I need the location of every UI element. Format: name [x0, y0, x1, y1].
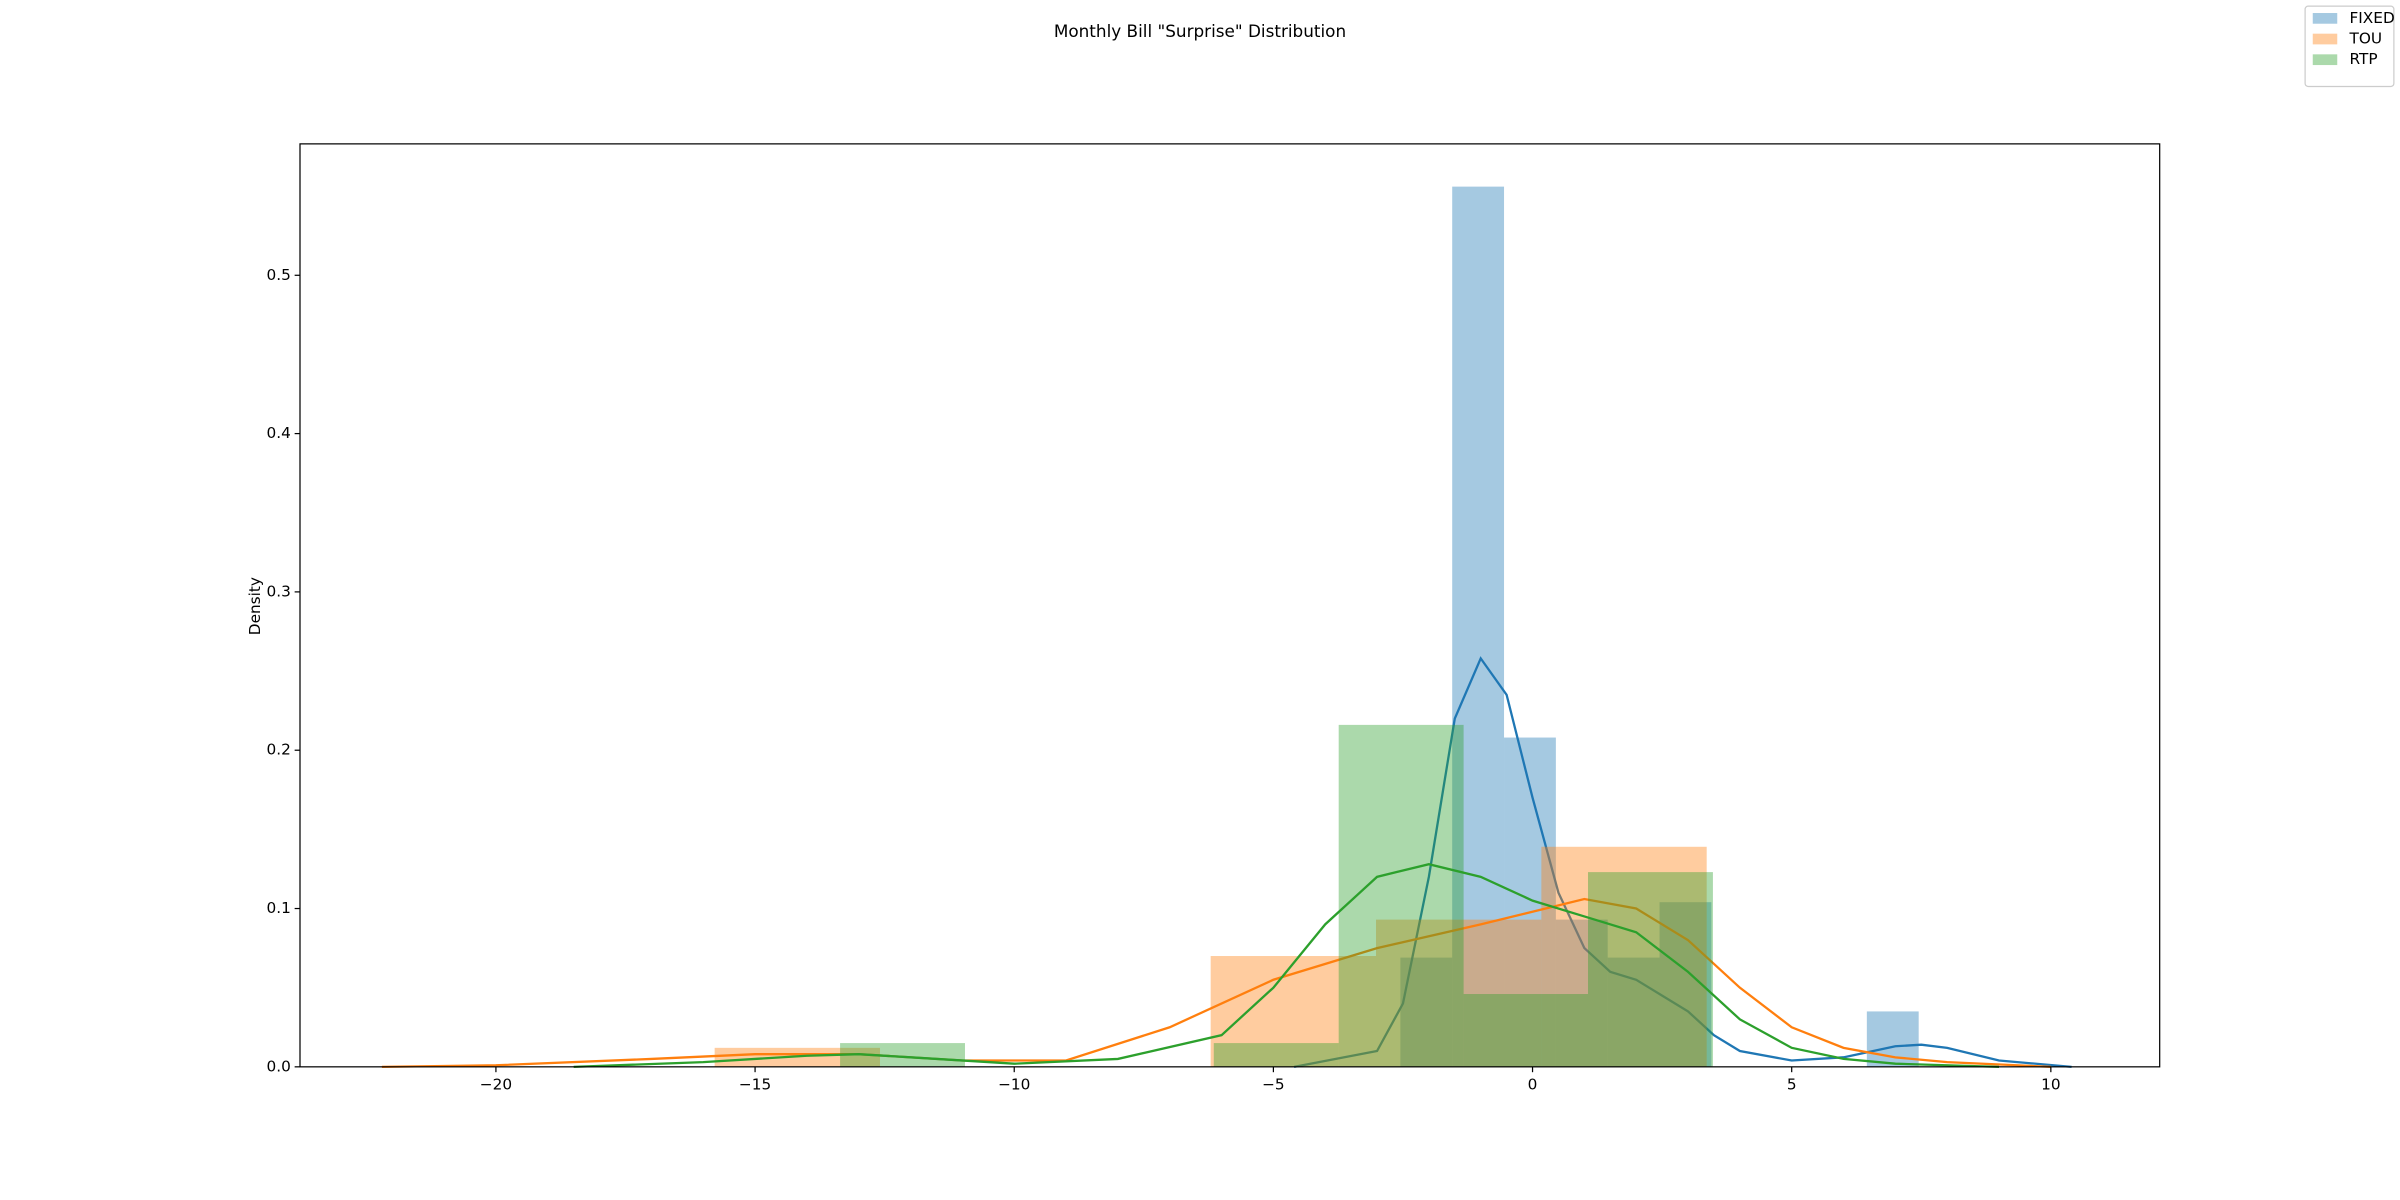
x-tick-label: 10	[2041, 1076, 2060, 1094]
histogram-bar	[1504, 737, 1556, 1067]
legend-label: FIXED	[2349, 9, 2394, 27]
histogram-bar	[1338, 724, 1464, 1067]
kde-line	[381, 897, 2051, 1068]
x-tick-label: 5	[1787, 1076, 1797, 1094]
x-tick-label: −10	[998, 1076, 1030, 1094]
legend-swatch	[2312, 13, 2338, 24]
legend-swatch	[2312, 33, 2338, 45]
histogram-bar	[840, 1043, 965, 1067]
histogram-bar	[1463, 994, 1588, 1067]
y-axis-label: Density	[246, 577, 264, 635]
kde-line	[573, 863, 2000, 1068]
x-tick-label: −5	[1262, 1076, 1285, 1094]
legend-frame	[2304, 5, 2395, 88]
y-tick-label: 0.4	[266, 424, 290, 442]
x-tick-label: −15	[739, 1076, 771, 1094]
legend-label: TOU	[2348, 30, 2382, 48]
legend-swatch	[2312, 54, 2338, 66]
histogram-bar	[1607, 957, 1660, 1067]
histogram-bar	[1587, 872, 1713, 1067]
histogram-bar	[1213, 1043, 1339, 1067]
y-tick-label: 0.0	[266, 1057, 290, 1075]
legend-label: RTP	[2349, 50, 2377, 68]
histogram-bar	[1376, 919, 1542, 1067]
y-tick-label: 0.1	[266, 899, 290, 917]
y-tick-label: 0.2	[266, 741, 290, 759]
chart-title: Monthly Bill "Surprise" Distribution	[1054, 21, 1346, 41]
y-tick-label: 0.5	[266, 266, 290, 284]
histogram-bar	[1541, 846, 1707, 1067]
x-tick-label: 0	[1528, 1076, 1538, 1094]
legend: FIXED TOU RTP	[2304, 5, 2395, 88]
x-tick-label: −20	[480, 1076, 512, 1094]
axes-frame	[299, 143, 2161, 1068]
y-tick-label: 0.3	[266, 582, 290, 600]
kde-line	[1293, 656, 2072, 1068]
plot-area	[381, 186, 2072, 1068]
